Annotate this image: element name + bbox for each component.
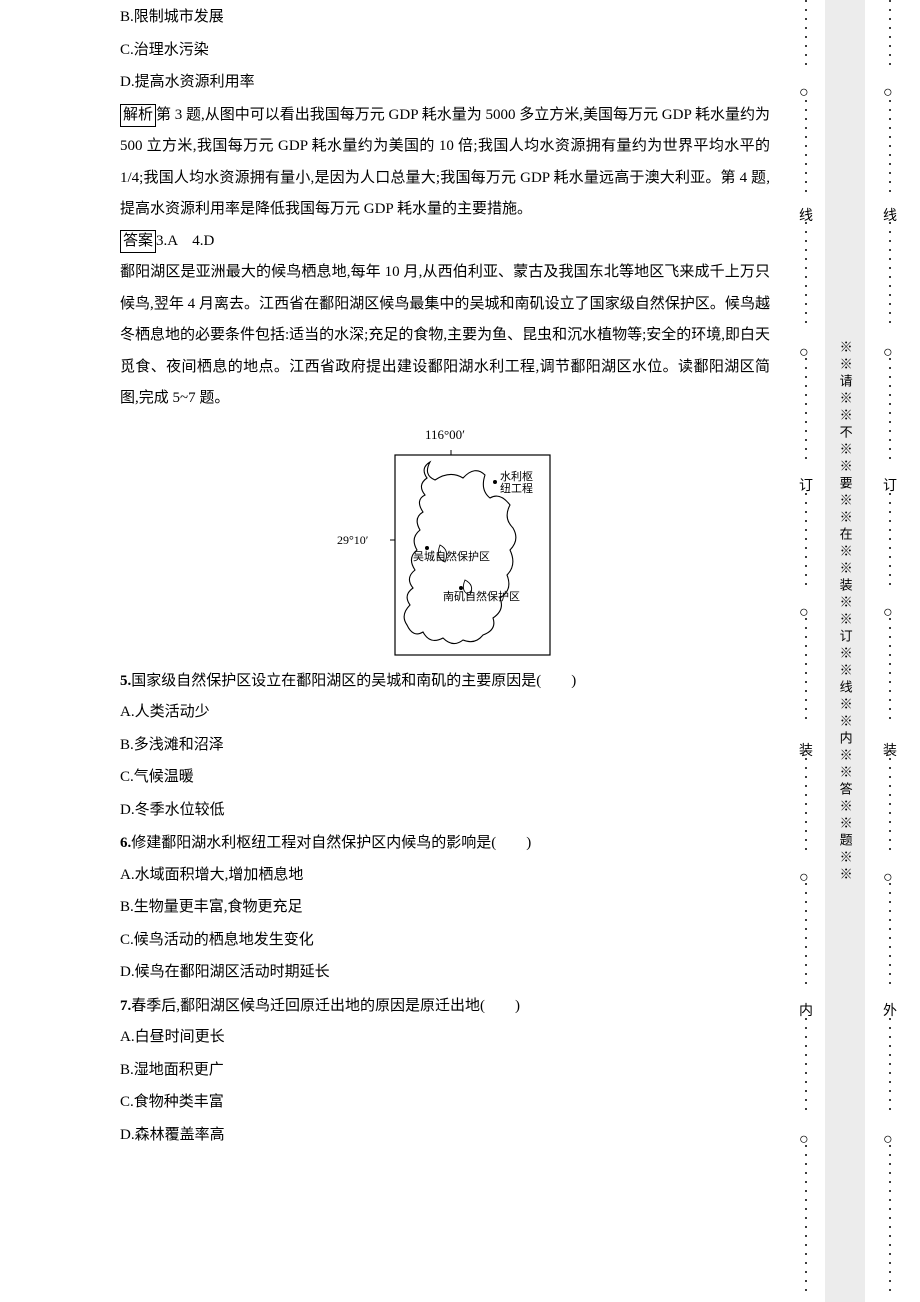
map-hydro-label-1: 水利枢: [500, 469, 533, 483]
map-longitude: 116°00′: [120, 421, 770, 448]
analysis-text: 第 3 题,从图中可以看出我国每万元 GDP 耗水量为 5000 多立方米,美国…: [120, 107, 770, 218]
passage-text: 鄱阳湖区是亚洲最大的候鸟栖息地,每年 10 月,从西伯利亚、蒙古及我国东北等地区…: [120, 257, 770, 415]
q5: 5.国家级自然保护区设立在鄱阳湖区的吴城和南矶的主要原因是( ): [120, 666, 770, 698]
q5-a: A.人类活动少: [120, 697, 770, 729]
main-content: B.限制城市发展 C.治理水污染 D.提高水资源利用率 解析第 3 题,从图中可…: [120, 2, 770, 1152]
q7-d: D.森林覆盖率高: [120, 1120, 770, 1152]
q6-c: C.候鸟活动的栖息地发生变化: [120, 925, 770, 957]
q7-b: B.湿地面积更广: [120, 1055, 770, 1087]
q6-stem: 修建鄱阳湖水利枢纽工程对自然保护区内候鸟的影响是( ): [131, 835, 531, 851]
q6-num: 6.: [120, 835, 131, 851]
poyang-lake-map: 29°10′ 水利枢 纽工程 吴城自然保护区 南矶自然保护区: [335, 450, 555, 660]
margin-grey-strip: ※※请※※不※※要※※在※※装※※订※※线※※内※※答※※题※※: [825, 0, 865, 1302]
margin-vertical-text: ※※请※※不※※要※※在※※装※※订※※线※※内※※答※※题※※: [831, 340, 858, 884]
q6: 6.修建鄱阳湖水利枢纽工程对自然保护区内候鸟的影响是( ): [120, 828, 770, 860]
map-diagram: 116°00′ 29°10′ 水利枢 纽工程 吴城自然保护区 南矶自然保护区: [120, 421, 770, 660]
answer-block: 答案3.A 4.D: [120, 226, 770, 258]
answer-text: 3.A 4.D: [156, 233, 214, 249]
q6-a: A.水域面积增大,增加栖息地: [120, 860, 770, 892]
q6-d: D.候鸟在鄱阳湖区活动时期延长: [120, 957, 770, 989]
q4-option-b: B.限制城市发展: [120, 2, 770, 34]
q5-b: B.多浅滩和沼泽: [120, 730, 770, 762]
q5-num: 5.: [120, 673, 131, 689]
q6-b: B.生物量更丰富,食物更充足: [120, 892, 770, 924]
q4-option-d: D.提高水资源利用率: [120, 67, 770, 99]
q7-stem: 春季后,鄱阳湖区候鸟迁回原迁出地的原因是原迁出地( ): [131, 998, 520, 1014]
q7-c: C.食物种类丰富: [120, 1087, 770, 1119]
analysis-block: 解析第 3 题,从图中可以看出我国每万元 GDP 耗水量为 5000 多立方米,…: [120, 100, 770, 226]
q5-stem: 国家级自然保护区设立在鄱阳湖区的吴城和南矶的主要原因是( ): [131, 673, 576, 689]
analysis-label: 解析: [120, 104, 156, 127]
q7-num: 7.: [120, 998, 131, 1014]
answer-label: 答案: [120, 230, 156, 253]
map-wucheng-label: 吴城自然保护区: [413, 549, 490, 563]
q7-a: A.白昼时间更长: [120, 1022, 770, 1054]
map-hydro-label-2: 纽工程: [500, 481, 533, 495]
q4-option-c: C.治理水污染: [120, 35, 770, 67]
q5-c: C.气候温暖: [120, 762, 770, 794]
q5-d: D.冬季水位较低: [120, 795, 770, 827]
q7: 7.春季后,鄱阳湖区候鸟迁回原迁出地的原因是原迁出地( ): [120, 991, 770, 1023]
map-nanji-label: 南矶自然保护区: [443, 589, 520, 603]
map-latitude: 29°10′: [337, 533, 369, 547]
